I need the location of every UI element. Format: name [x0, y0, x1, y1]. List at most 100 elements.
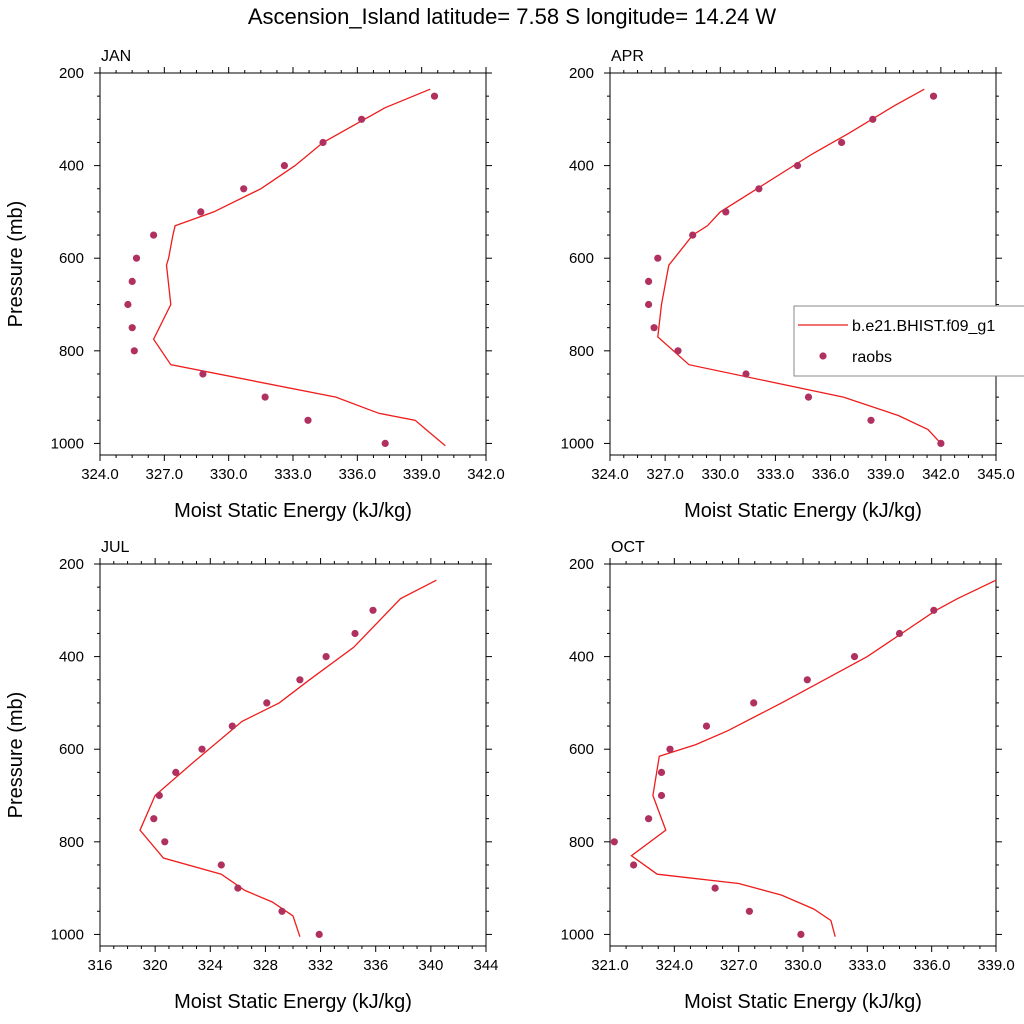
raobs-point [745, 907, 754, 915]
raobs-point [430, 92, 439, 100]
raobs-point [850, 653, 859, 661]
raobs-point [197, 208, 205, 216]
x-tick-label: 324.0 [591, 466, 629, 483]
y-tick-label: 600 [59, 250, 84, 267]
x-tick-label: 339.0 [403, 466, 441, 483]
x-tick-label: 340 [418, 957, 443, 974]
y-axis-title: Pressure (mb) [5, 692, 27, 819]
raobs-point [929, 92, 938, 100]
raobs-point [132, 254, 141, 262]
x-tick-label: 344 [473, 957, 498, 974]
raobs-point [128, 277, 136, 285]
raobs-point [645, 300, 653, 309]
raobs-point [130, 347, 138, 355]
x-tick-label: 333.0 [274, 466, 312, 483]
raobs-point [838, 138, 846, 147]
y-tick-label: 400 [59, 158, 84, 175]
y-tick-label: 600 [59, 741, 84, 758]
raobs-point [304, 416, 312, 424]
raobs-point [610, 838, 618, 846]
x-tick-label: 327.0 [720, 957, 758, 974]
x-tick-label: 327.0 [146, 466, 184, 483]
y-tick-label: 1000 [561, 926, 594, 943]
x-tick-label: 336 [363, 957, 388, 974]
y-tick-label: 200 [569, 65, 594, 82]
y-tick-label: 1000 [51, 926, 84, 943]
y-tick-label: 1000 [51, 435, 84, 452]
y-tick-label: 800 [59, 834, 84, 851]
y-tick-label: 1000 [561, 435, 594, 452]
x-tick-label: 333.0 [757, 466, 795, 483]
raobs-point [358, 115, 366, 123]
y-tick-label: 400 [569, 649, 594, 666]
raobs-point [319, 138, 327, 147]
y-tick-label: 800 [569, 834, 594, 851]
model-line-jul [139, 579, 437, 937]
raobs-point [793, 162, 802, 170]
raobs-point [351, 629, 359, 638]
raobs-point [234, 884, 242, 892]
raobs-point [280, 162, 288, 170]
raobs-point [650, 324, 658, 332]
figure-title: Ascension_Island latitude= 7.58 S longit… [247, 4, 777, 29]
raobs-point [217, 861, 225, 869]
raobs-point [199, 370, 207, 378]
plot-frame [609, 563, 997, 947]
x-tick-label: 330.0 [210, 466, 248, 483]
y-tick-label: 600 [569, 250, 594, 267]
raobs-point [657, 791, 666, 800]
y-tick-label: 400 [569, 158, 594, 175]
x-tick-label: 324 [198, 957, 223, 974]
x-axis-title: Moist Static Energy (kJ/kg) [684, 991, 922, 1013]
panel-jan: 324.0 327.0 330.0 333.0 336.0 339.0 342.0 200 40… [5, 48, 505, 522]
legend-box [793, 305, 1024, 377]
x-axis-title: Moist Static Energy (kJ/kg) [174, 991, 412, 1013]
x-tick-label: 330.0 [784, 957, 822, 974]
raobs-point [742, 370, 750, 378]
x-tick-label: 333.0 [849, 957, 887, 974]
x-tick-label: 320 [143, 957, 168, 974]
raobs-point [645, 277, 653, 285]
raobs-point [689, 231, 697, 239]
raobs-point [124, 300, 132, 309]
y-tick-label: 800 [569, 343, 594, 360]
x-tick-label: 342.0 [467, 466, 505, 483]
plot-frame [99, 72, 487, 456]
raobs-point [630, 861, 638, 869]
x-tick-label: 339.0 [867, 466, 905, 483]
raobs-point [150, 815, 158, 823]
x-axis-title: Moist Static Energy (kJ/kg) [174, 500, 412, 522]
raobs-point [369, 606, 377, 614]
raobs-point [645, 815, 653, 823]
x-tick-label: 342.0 [922, 466, 960, 483]
raobs-point [198, 745, 206, 753]
x-tick-label: 324.0 [81, 466, 119, 483]
raobs-point [261, 393, 269, 401]
panel-label-jan: JAN [101, 48, 131, 65]
raobs-point [674, 347, 682, 355]
raobs-point [322, 653, 330, 661]
x-tick-label: 332 [308, 957, 333, 974]
raobs-point [278, 907, 286, 915]
panel-apr: 324.0 327.0 330.0 333.0 336.0 339.0 342.0 345.0… [561, 48, 1015, 522]
raobs-point [654, 254, 662, 262]
x-tick-label: 328 [253, 957, 278, 974]
x-tick-label: 339.0 [977, 957, 1015, 974]
raobs-point [803, 676, 811, 684]
y-tick-label: 200 [59, 556, 84, 573]
raobs-point [315, 930, 323, 939]
plot-frame [609, 72, 997, 456]
x-tick-label: 336.0 [339, 466, 377, 483]
y-tick-label: 800 [59, 343, 84, 360]
x-tick-label: 336.0 [812, 466, 850, 483]
y-tick-label: 200 [59, 65, 84, 82]
y-axis-title: Pressure (mb) [5, 201, 27, 328]
panel-label-apr: APR [611, 48, 644, 65]
raobs-point [172, 768, 180, 777]
raobs-point [381, 439, 389, 447]
raobs-point [128, 324, 136, 332]
legend-model-label: b.e21.BHIST.f09_g1 [852, 318, 995, 335]
raobs-point [296, 676, 304, 684]
raobs-point [263, 699, 271, 707]
